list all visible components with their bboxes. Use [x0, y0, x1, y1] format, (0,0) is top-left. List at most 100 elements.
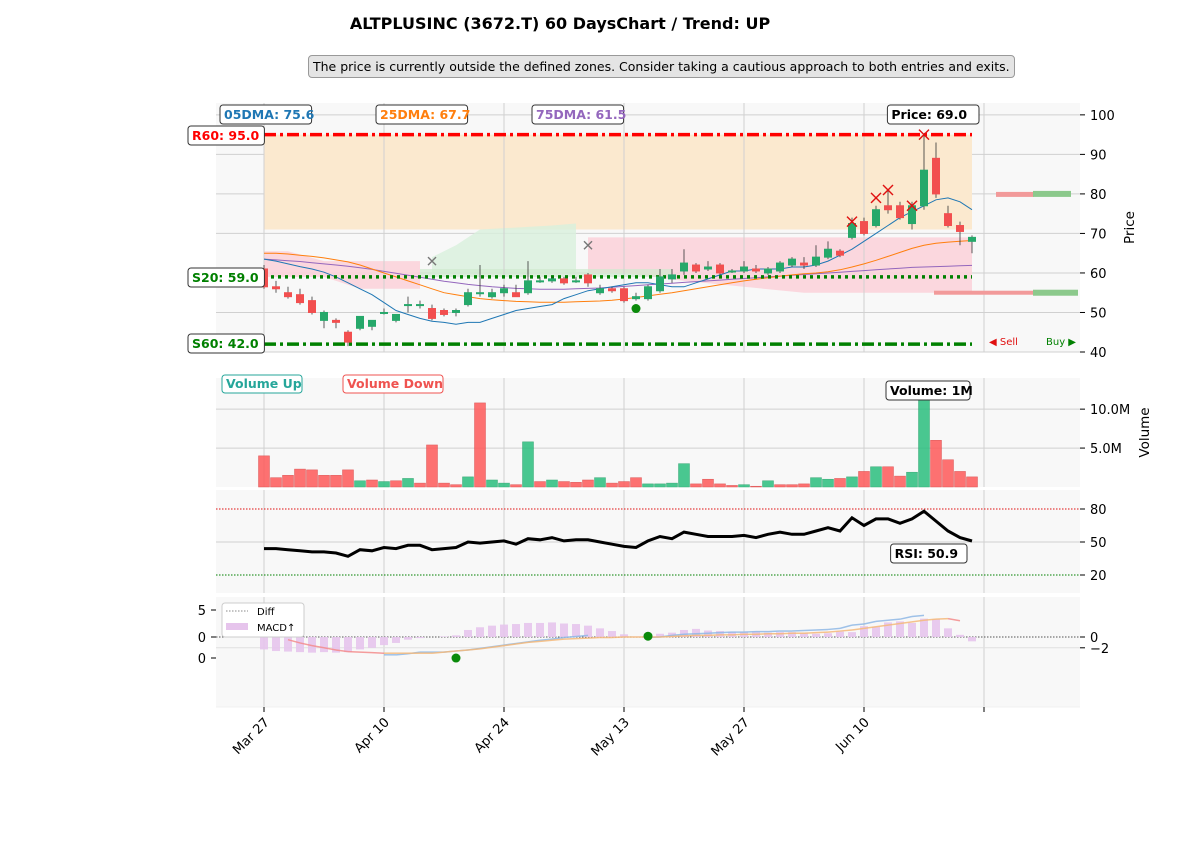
sell-label: ◀ Sell: [989, 337, 1018, 348]
volume-bar: [606, 482, 618, 488]
volume-bar: [258, 455, 270, 488]
macd-hist-bar: [260, 637, 268, 650]
legend-box: [221, 374, 303, 394]
candle-body: [332, 319, 340, 323]
s20-label: S20: 59.0: [187, 267, 265, 288]
signal-line-segment: [923, 618, 937, 622]
macd-hist-bar: [716, 631, 724, 637]
volume-bar: [954, 471, 966, 488]
candle-body: [608, 288, 616, 292]
candle-body: [356, 315, 364, 329]
price-ytick-label: 100: [1090, 109, 1115, 124]
ma5-line: [263, 197, 973, 325]
sell-zone-bar: [996, 191, 1034, 197]
candle-body: [320, 311, 328, 321]
macd-line-segment: [851, 623, 865, 626]
macd-hist-bar: [320, 637, 328, 653]
candle-body: [644, 286, 652, 300]
candle: [776, 261, 784, 273]
volume-bar: [354, 480, 366, 488]
volume-up-legend: Volume Up: [221, 374, 303, 394]
candle: [356, 315, 364, 331]
macd-hist-bar: [884, 622, 892, 637]
x-stroke: [906, 200, 918, 212]
candle: [728, 269, 736, 273]
r60-label-box: [187, 125, 265, 146]
ma75-line: [263, 258, 973, 290]
macd-line-segment: [791, 629, 805, 632]
price-ytick-label: 90: [1090, 148, 1107, 163]
macd-line-segment: [911, 614, 925, 618]
macd-hist-bar: [944, 628, 952, 637]
signal-line-segment: [863, 625, 877, 630]
volume-bar: [450, 484, 462, 488]
macd-hist-bar: [920, 618, 928, 637]
volume-bar: [798, 483, 810, 488]
candle-body: [404, 304, 412, 307]
macd-right-ytick-label: 0: [1090, 631, 1098, 646]
candle-body: [344, 331, 352, 343]
macd-hist-bar: [440, 636, 448, 637]
volume-bar: [702, 478, 714, 488]
signal-line-segment: [911, 619, 925, 623]
price-ytick-label: 60: [1090, 267, 1107, 282]
volume-bar: [762, 480, 774, 488]
volume-bar: [438, 482, 450, 488]
candle: [884, 189, 892, 214]
x-tick-label: May 13: [589, 715, 633, 759]
signal-line-segment: [539, 639, 553, 643]
price-badge: Price: 69.0: [886, 104, 980, 125]
buy-label: Buy ▶: [1046, 337, 1076, 348]
macd-hist-bar: [368, 637, 376, 648]
macd-line-segment: [863, 620, 877, 625]
volume-badge: Volume: 1M: [885, 380, 973, 401]
macd-hist-bar: [416, 637, 424, 639]
candle-body: [776, 262, 784, 272]
s60-label: S60: 42.0: [187, 333, 265, 354]
macd-line-segment: [563, 635, 577, 639]
volume-bar: [330, 475, 342, 488]
volume-bar: [630, 477, 642, 488]
candle-body: [572, 280, 580, 283]
candle: [308, 296, 316, 315]
price-ytick-label: 70: [1090, 227, 1107, 242]
candle: [752, 265, 760, 273]
r60-label: R60: 95.0: [187, 125, 265, 146]
macd-hist-bar: [620, 634, 628, 637]
candle-body: [968, 236, 976, 242]
candle-body: [488, 292, 496, 298]
macd-hist-bar: [464, 629, 472, 637]
macd-line-segment: [815, 628, 829, 631]
macd-signal-dot: [451, 653, 461, 663]
signal-line-segment: [455, 649, 469, 652]
volume-bar: [534, 481, 546, 488]
macd-line-segment: [767, 630, 781, 633]
candle: [320, 310, 328, 329]
signal-line-segment: [815, 631, 829, 634]
signal-line-segment: [431, 651, 445, 654]
macd-hist-bar: [572, 624, 580, 637]
candle-body: [836, 250, 844, 256]
volume-bar: [462, 476, 474, 488]
volume-bar: [894, 475, 906, 488]
candle: [680, 249, 688, 275]
signal-line-segment: [683, 634, 697, 637]
rsi-ytick-label: 50: [1090, 536, 1107, 551]
macd-hist-bar: [500, 624, 508, 637]
volume-bar: [390, 480, 402, 488]
candle: [800, 257, 808, 269]
macd-hist-bar: [860, 626, 868, 637]
candle-body: [416, 304, 424, 307]
signal-x-mark: [906, 200, 918, 212]
signal-line-segment: [935, 617, 949, 620]
x-tick-label: Jun 10: [833, 715, 873, 755]
signal-line-segment: [527, 640, 541, 644]
candle: [608, 286, 616, 293]
volume-bar: [906, 471, 918, 488]
ma25-line: [264, 240, 973, 303]
candle-body: [440, 310, 448, 315]
volume-axis-label: Volume: [1137, 407, 1153, 457]
candle: [740, 261, 748, 273]
volume-bar: [402, 478, 414, 488]
